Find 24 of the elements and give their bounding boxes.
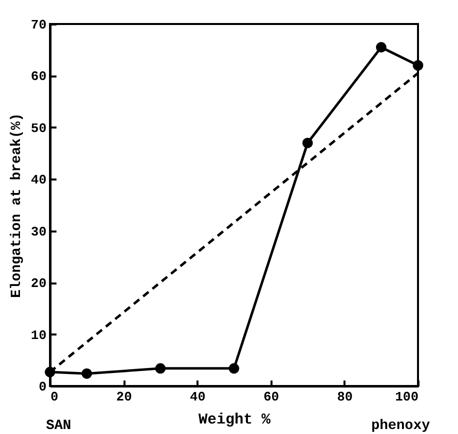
point [228,363,240,374]
x-tick-label: 40 [190,390,206,404]
point [155,363,166,374]
y-axis-title: Elongation at break(%) [8,113,25,298]
x-tick-label: 0 [50,390,58,404]
text: SAN [46,418,72,434]
point [302,138,313,148]
y-tick-label: 30 [30,224,47,240]
x-tick-label: 20 [116,390,132,404]
y-tick-label: 0 [38,380,47,394]
point [412,60,424,71]
x-tick-label: 80 [337,390,353,404]
point [82,368,92,379]
point [376,42,386,53]
text: phenoxy [371,418,431,434]
x-tick-label: 60 [263,390,280,404]
y-tick-label: 60 [30,69,47,84]
y-tick-label: 20 [30,276,47,292]
x-axis-title: Weight % [198,412,272,428]
y-tick-label: 10 [30,328,47,343]
x-tick-label: 100 [395,390,419,404]
y-tick-label: 40 [30,172,47,188]
y-tick-label: 50 [30,120,47,136]
y-tick-label: 70 [30,18,47,32]
